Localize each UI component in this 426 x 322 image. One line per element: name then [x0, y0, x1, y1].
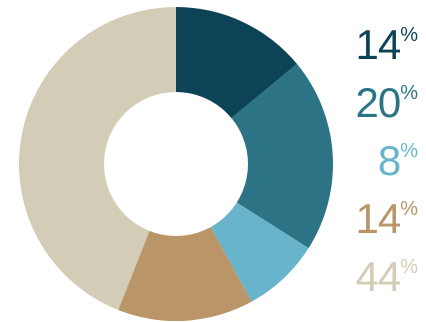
percentage-label-2: 20% [355, 79, 418, 126]
donut-hole [104, 92, 248, 236]
donut-slice-4 [118, 164, 252, 321]
percentage-value: 44 [355, 253, 400, 300]
donut-slice-5 [18, 6, 176, 310]
percent-sign: % [400, 140, 418, 162]
percentage-label-1: 14% [355, 21, 418, 68]
percentage-label-3: 8% [378, 137, 418, 184]
percentage-value: 14 [355, 21, 400, 68]
percentage-value: 14 [355, 195, 400, 242]
percentage-value: 8 [378, 137, 400, 184]
donut-slice-2 [176, 63, 333, 249]
percentage-labels: 14%20%8%14%44% [355, 21, 418, 300]
percent-sign: % [400, 24, 418, 46]
percentage-value: 20 [355, 79, 400, 126]
percentage-label-4: 14% [355, 195, 418, 242]
percent-sign: % [400, 198, 418, 220]
percent-sign: % [400, 82, 418, 104]
percentage-label-5: 44% [355, 253, 418, 300]
percent-sign: % [400, 256, 418, 278]
